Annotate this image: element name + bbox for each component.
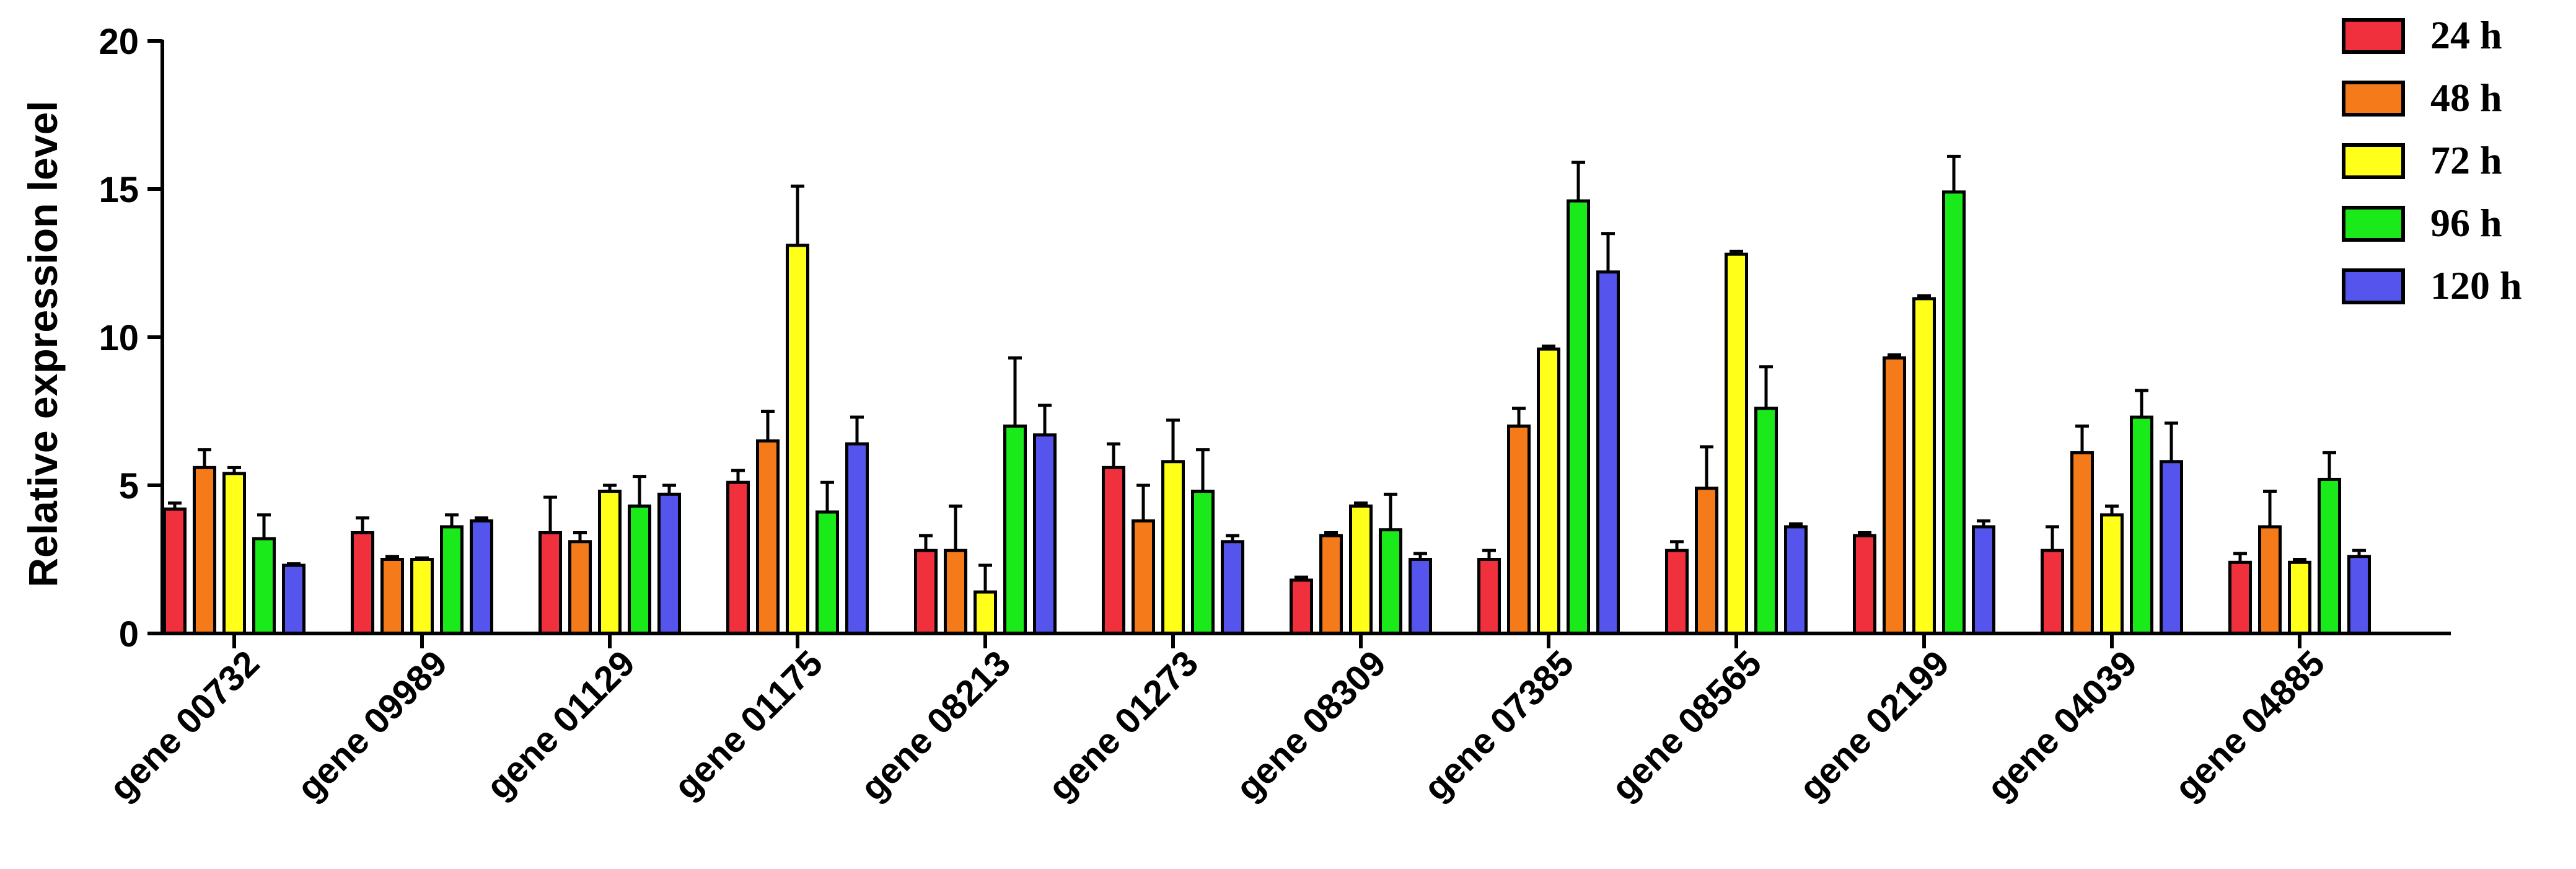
x-tick-label: gene 02199 xyxy=(1791,643,1957,808)
x-tick-label: gene 08309 xyxy=(1228,643,1394,808)
y-tick-label: 10 xyxy=(99,318,139,358)
bar xyxy=(2228,560,2252,635)
bar xyxy=(1477,558,1501,635)
legend-label: 24 h xyxy=(2430,13,2502,57)
x-tick-label: gene 04039 xyxy=(1979,643,2145,808)
bar xyxy=(1379,528,1402,635)
x-tick-label: gene 08213 xyxy=(853,643,1018,808)
bar xyxy=(1596,270,1620,635)
bar xyxy=(1853,534,1876,635)
bar xyxy=(1290,578,1313,635)
bar xyxy=(2160,460,2183,635)
bar xyxy=(1665,549,1689,635)
bar xyxy=(598,490,622,635)
bar xyxy=(1319,534,1343,635)
bar xyxy=(1567,199,1590,635)
y-tick-label: 0 xyxy=(119,614,139,655)
bar xyxy=(845,442,869,635)
bar xyxy=(1754,407,1778,635)
bar xyxy=(1132,519,1155,635)
x-tick-label: gene 04885 xyxy=(2167,643,2332,808)
bar xyxy=(2041,549,2064,635)
bar xyxy=(2100,513,2124,635)
bars xyxy=(163,154,2371,635)
bar xyxy=(944,549,967,635)
bar xyxy=(1349,504,1373,635)
bar xyxy=(2130,415,2153,635)
bar xyxy=(2318,477,2341,635)
bar xyxy=(1102,465,1125,635)
bar xyxy=(1537,347,1560,635)
bar xyxy=(726,480,750,635)
x-tick-label: gene 08565 xyxy=(1604,643,1769,808)
bar xyxy=(222,472,246,635)
bar xyxy=(252,537,276,635)
bar xyxy=(1003,424,1027,635)
legend-swatch xyxy=(2342,268,2405,304)
bar xyxy=(2347,555,2371,635)
bar xyxy=(1883,356,1906,635)
bar xyxy=(2258,525,2282,635)
y-tick-label: 20 xyxy=(99,22,139,62)
bar xyxy=(974,590,997,635)
bar xyxy=(1161,460,1185,635)
bar xyxy=(815,510,839,635)
bar xyxy=(351,531,374,635)
bar xyxy=(756,439,780,635)
legend-swatch xyxy=(2342,206,2405,242)
bar xyxy=(163,507,187,635)
y-tick-label: 5 xyxy=(119,466,139,506)
bar xyxy=(657,492,681,635)
x-tick-label: gene 01129 xyxy=(478,643,643,807)
legend-label: 120 h xyxy=(2430,263,2522,307)
y-tick-label: 15 xyxy=(99,170,139,210)
bar xyxy=(2070,451,2094,635)
legend-swatch xyxy=(2342,143,2405,179)
bar xyxy=(1033,433,1057,635)
bar xyxy=(1972,525,1995,635)
legend-swatch xyxy=(2342,18,2405,54)
bar xyxy=(1695,487,1718,635)
bar xyxy=(1221,540,1244,635)
x-tick-label: gene 07385 xyxy=(1416,643,1581,808)
bar xyxy=(380,558,404,635)
bar xyxy=(193,465,216,635)
bar xyxy=(282,563,306,635)
bar xyxy=(914,549,938,635)
bar xyxy=(2288,560,2311,635)
bar xyxy=(440,525,464,635)
bar xyxy=(1725,252,1748,635)
bar xyxy=(538,531,562,635)
bar xyxy=(1507,424,1531,635)
x-tick-label: gene 01273 xyxy=(1040,643,1206,808)
legend: 24 h 48 h 72 h 96 h 120 h xyxy=(2342,13,2522,307)
bar xyxy=(1191,490,1215,635)
bar xyxy=(1784,525,1808,635)
legend-swatch xyxy=(2342,81,2405,117)
bar xyxy=(628,504,651,635)
legend-label: 96 h xyxy=(2430,201,2502,245)
bar xyxy=(1942,190,1966,635)
x-tick-label: gene 00732 xyxy=(102,643,267,808)
bar xyxy=(410,558,434,635)
bar xyxy=(1912,297,1936,635)
bar xyxy=(568,540,592,635)
y-axis-title: Relative expression level xyxy=(20,100,66,587)
legend-label: 48 h xyxy=(2430,76,2502,120)
x-axis: gene 00732 gene 09989 gene 01129 gene 01175… xyxy=(102,632,2451,808)
bar xyxy=(1409,558,1432,635)
legend-label: 72 h xyxy=(2430,138,2502,182)
x-tick-label: gene 09989 xyxy=(289,643,455,808)
y-axis: 0 5 10 15 20 xyxy=(99,22,164,655)
x-tick-label: gene 01175 xyxy=(666,643,830,807)
bar xyxy=(786,244,809,635)
bar xyxy=(470,519,493,635)
